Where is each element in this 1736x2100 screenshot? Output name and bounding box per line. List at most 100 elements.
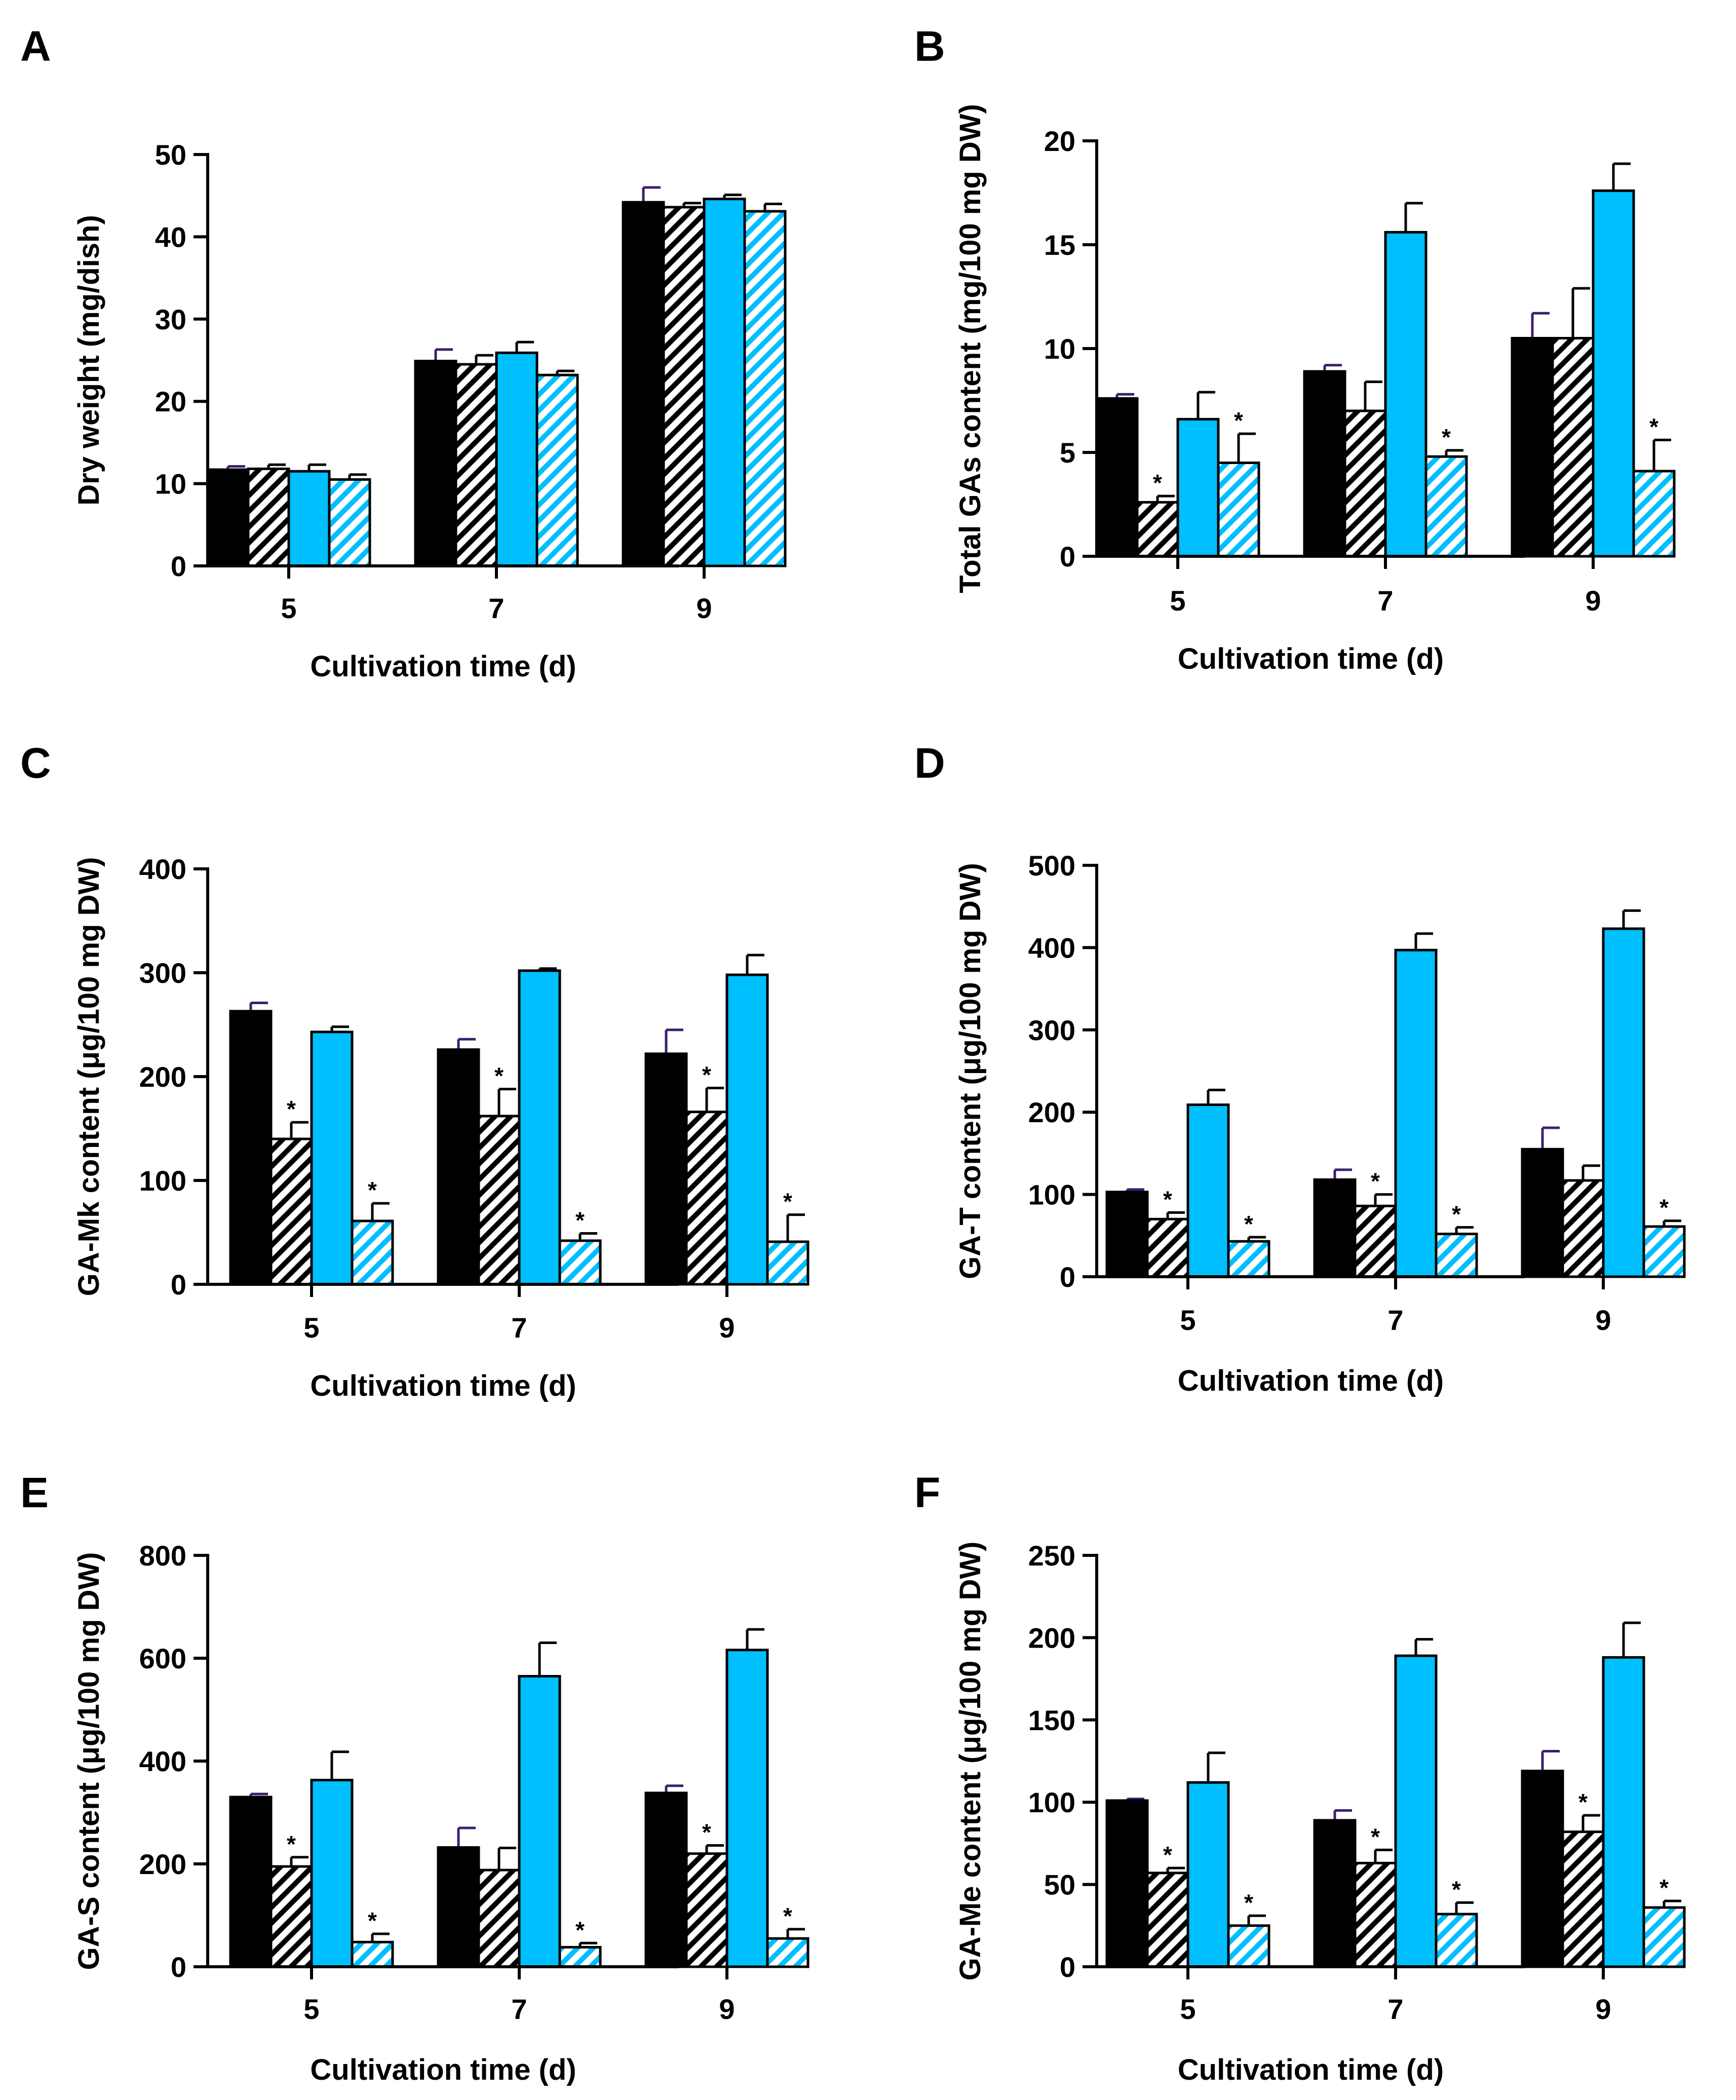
significance-star: * bbox=[1163, 1842, 1172, 1868]
y-tick-label: 100 bbox=[1028, 1179, 1075, 1211]
y-tick-label: 200 bbox=[139, 1848, 186, 1880]
x-tick-label: 9 bbox=[696, 592, 712, 624]
bar-series-1-7 bbox=[437, 1846, 480, 1968]
x-tick-label: 9 bbox=[1595, 1304, 1611, 1336]
y-tick-label: 200 bbox=[139, 1061, 186, 1093]
y-tick-label: 0 bbox=[1060, 1951, 1075, 1983]
significance-star: * bbox=[1442, 424, 1451, 450]
bar-series-3-7 bbox=[518, 969, 561, 1286]
bar-series-3-5 bbox=[1186, 1781, 1230, 1968]
bar-series-4-9 bbox=[1642, 1906, 1686, 1968]
bar-series-2-9 bbox=[1551, 337, 1595, 558]
y-tick-label: 30 bbox=[155, 303, 186, 335]
bar-series-4-7 bbox=[1424, 455, 1468, 558]
x-tick-label: 7 bbox=[488, 592, 504, 624]
bar-series-2-7 bbox=[454, 363, 498, 567]
bar-series-1-7 bbox=[1313, 1178, 1357, 1278]
y-tick-label: 50 bbox=[1044, 1869, 1075, 1901]
y-tick-label: 0 bbox=[171, 550, 186, 582]
y-axis-title: GA-T content (μg/100 mg DW) bbox=[954, 863, 987, 1279]
bar-series-3-9 bbox=[1592, 189, 1635, 558]
bar-series-2-5 bbox=[247, 467, 290, 567]
y-tick-label: 600 bbox=[139, 1643, 186, 1674]
bar-series-2-5 bbox=[269, 1865, 313, 1968]
y-tick-label: 10 bbox=[1044, 333, 1075, 365]
x-axis-title: Cultivation time (d) bbox=[310, 650, 576, 683]
significance-star: * bbox=[287, 1096, 296, 1122]
significance-star: * bbox=[783, 1189, 792, 1215]
y-tick-label: 15 bbox=[1044, 229, 1075, 261]
y-axis-title: Dry weight (mg/dish) bbox=[72, 215, 105, 506]
significance-star: * bbox=[1371, 1168, 1380, 1195]
y-axis-title: Total GAs content (mg/100 mg DW) bbox=[954, 104, 987, 593]
panel-letter: A bbox=[20, 22, 51, 70]
significance-star: * bbox=[1163, 1186, 1172, 1212]
bar-series-4-5 bbox=[1217, 462, 1260, 558]
bar-series-4-9 bbox=[1642, 1225, 1686, 1278]
bar-series-1-7 bbox=[437, 1048, 480, 1286]
y-tick-label: 300 bbox=[139, 957, 186, 989]
significance-star: * bbox=[575, 1207, 585, 1234]
bar-series-3-5 bbox=[310, 1030, 354, 1286]
x-tick-label: 5 bbox=[1180, 1304, 1195, 1336]
x-axis-title: Cultivation time (d) bbox=[1178, 642, 1444, 675]
panel-D: D * * 5 * * 7 * 9 0 100 200 300 400 500 Cultivation tim… bbox=[914, 739, 1686, 1397]
bar-series-2-5 bbox=[1146, 1872, 1189, 1968]
bar-series-3-7 bbox=[1384, 231, 1428, 558]
bar-series-3-7 bbox=[1394, 948, 1438, 1278]
y-tick-label: 40 bbox=[155, 221, 186, 253]
x-tick-label: 5 bbox=[1180, 1993, 1195, 2025]
significance-star: * bbox=[1244, 1889, 1253, 1916]
x-axis-title: Cultivation time (d) bbox=[310, 1369, 576, 1402]
bar-series-2-7 bbox=[477, 1115, 521, 1286]
y-tick-label: 20 bbox=[155, 386, 186, 417]
significance-star: * bbox=[1244, 1211, 1253, 1237]
y-tick-label: 800 bbox=[139, 1540, 186, 1572]
bar-series-3-5 bbox=[1176, 417, 1220, 558]
significance-star: * bbox=[1578, 1789, 1588, 1815]
bar-series-2-7 bbox=[1354, 1861, 1397, 1968]
bar-series-3-9 bbox=[1602, 927, 1645, 1278]
x-tick-label: 5 bbox=[303, 1312, 319, 1344]
significance-star: * bbox=[494, 1063, 504, 1089]
bar-series-3-9 bbox=[703, 198, 746, 567]
bar-series-4-9 bbox=[1632, 470, 1676, 558]
panel-A: A 5 7 9 0 10 20 30 40 50 Cultivation time (d) Dry w… bbox=[20, 22, 787, 683]
panel-B: B * * 5 * 7 * 9 0 5 10 15 20 Cultivation time (d) Tota… bbox=[914, 22, 1676, 675]
bar-series-1-9 bbox=[1521, 1148, 1564, 1278]
x-tick-label: 9 bbox=[1595, 1993, 1611, 2025]
panel-E: E * * 5 * 7 * * 9 0 200 400 600 800 Cultivation time (… bbox=[20, 1469, 809, 2086]
x-tick-label: 7 bbox=[1377, 585, 1393, 617]
y-tick-label: 100 bbox=[1028, 1786, 1075, 1818]
y-tick-label: 0 bbox=[171, 1951, 186, 1983]
y-tick-label: 10 bbox=[155, 468, 186, 500]
y-axis-title: GA-Mk content (μg/100 mg DW) bbox=[72, 857, 105, 1296]
y-axis-title: GA-S content (μg/100 mg DW) bbox=[72, 1552, 105, 1970]
bar-series-4-7 bbox=[558, 1239, 602, 1286]
bar-series-4-7 bbox=[535, 373, 579, 567]
y-tick-label: 0 bbox=[1060, 541, 1075, 572]
bar-series-2-5 bbox=[1136, 501, 1179, 558]
significance-star: * bbox=[368, 1177, 377, 1203]
bar-series-4-9 bbox=[766, 1240, 809, 1286]
bar-series-1-9 bbox=[644, 1791, 688, 1968]
bar-series-1-9 bbox=[1511, 337, 1554, 558]
y-axis-title: GA-Me content (μg/100 mg DW) bbox=[954, 1542, 987, 1981]
significance-star: * bbox=[287, 1831, 296, 1857]
bar-series-2-7 bbox=[477, 1868, 521, 1968]
bar-series-1-5 bbox=[1095, 397, 1139, 558]
x-tick-label: 7 bbox=[511, 1312, 527, 1344]
panel-C: C * * 5 * * 7 * * 9 0 100 200 300 400 Cultivation time … bbox=[20, 739, 809, 1402]
bar-series-4-5 bbox=[328, 478, 371, 567]
bar-series-1-5 bbox=[1105, 1799, 1149, 1968]
y-tick-label: 400 bbox=[1028, 932, 1075, 964]
panel-letter: E bbox=[20, 1469, 49, 1516]
bar-series-2-7 bbox=[1343, 409, 1387, 558]
bar-series-3-7 bbox=[518, 1675, 561, 1968]
bar-series-3-7 bbox=[1394, 1654, 1438, 1968]
panel-letter: C bbox=[20, 739, 51, 787]
bar-series-3-5 bbox=[310, 1779, 354, 1968]
x-axis-title: Cultivation time (d) bbox=[310, 2053, 576, 2086]
bar-series-4-5 bbox=[1227, 1924, 1270, 1968]
